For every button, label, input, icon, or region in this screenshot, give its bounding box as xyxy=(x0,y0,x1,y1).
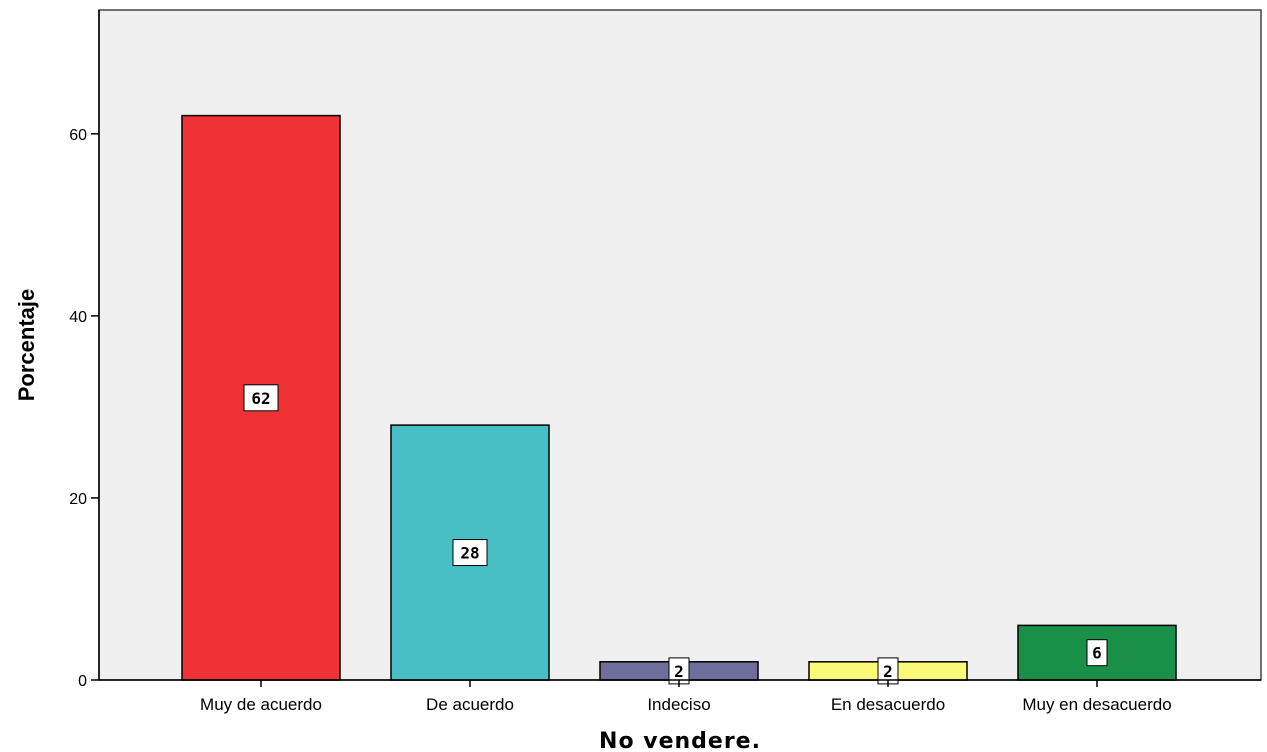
data-labels-group: 62 28 2 2 6 xyxy=(243,384,1108,685)
x-tick-label: Muy de acuerdo xyxy=(200,695,322,714)
x-tick-label: Indeciso xyxy=(647,695,710,714)
data-label-box xyxy=(1086,639,1108,667)
data-label: 2 xyxy=(674,662,684,681)
x-ticks-group: Muy de acuerdo De acuerdo Indeciso En desac… xyxy=(200,680,1172,714)
data-label: 62 xyxy=(251,389,270,408)
y-tick-label: 40 xyxy=(69,309,87,326)
data-label-box xyxy=(452,539,488,567)
x-tick-label: De acuerdo xyxy=(426,695,514,714)
data-label: 2 xyxy=(883,662,893,681)
x-axis-title: No vendere. xyxy=(599,729,761,752)
y-axis-title: Porcentaje xyxy=(14,289,39,402)
data-label: 28 xyxy=(460,544,479,563)
y-tick-label: 20 xyxy=(69,491,87,508)
y-tick-label: 0 xyxy=(78,673,87,690)
x-tick-label: Muy en desacuerdo xyxy=(1022,695,1171,714)
x-tick-label: En desacuerdo xyxy=(831,695,945,714)
y-tick-label: 60 xyxy=(69,127,87,144)
data-label: 6 xyxy=(1092,644,1102,663)
y-ticks-group: 0 20 40 60 xyxy=(69,127,99,690)
data-label-box xyxy=(243,384,279,412)
